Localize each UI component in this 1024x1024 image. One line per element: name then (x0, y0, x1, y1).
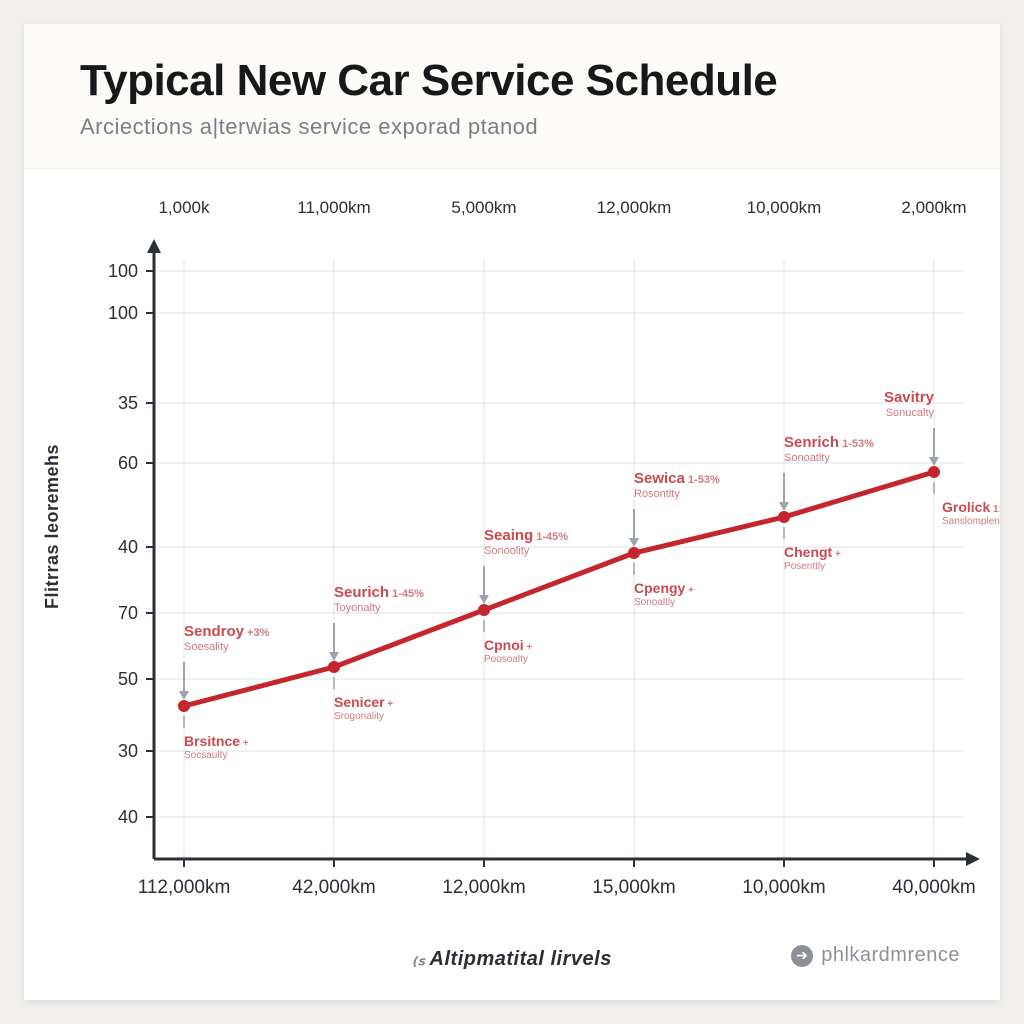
svg-text:30: 30 (118, 741, 138, 761)
footer-brand: ➔ phlkardmrence (791, 944, 960, 967)
svg-text:Senrich 1-53%: Senrich 1-53% (784, 434, 874, 451)
chart-area: Flitrras leoremehs 100100356040705030401… (24, 169, 1000, 989)
svg-text:Savitry: Savitry (884, 389, 935, 406)
svg-text:Cpengy +: Cpengy + (634, 580, 694, 596)
svg-text:Posenttly: Posenttly (784, 561, 825, 572)
page-subtitle: Arciections a|terwias service exporad pt… (80, 114, 944, 140)
svg-text:35: 35 (118, 393, 138, 413)
svg-text:Brsitnce +: Brsitnce + (184, 733, 249, 749)
svg-text:Seurich 1-45%: Seurich 1-45% (334, 584, 424, 601)
svg-text:Sendroy +3%: Sendroy +3% (184, 623, 270, 640)
svg-text:Cpnoi +: Cpnoi + (484, 637, 532, 653)
svg-text:Rosontlty: Rosontlty (634, 488, 680, 500)
card: Typical New Car Service Schedule Arciect… (24, 24, 1000, 1000)
svg-text:12,000km: 12,000km (442, 877, 525, 898)
svg-text:5,000km: 5,000km (451, 198, 516, 217)
svg-text:1,000k: 1,000k (158, 198, 210, 217)
svg-text:10,000km: 10,000km (742, 877, 825, 898)
svg-text:50: 50 (118, 669, 138, 689)
svg-text:Sonoolity: Sonoolity (484, 545, 530, 557)
svg-text:42,000km: 42,000km (292, 877, 375, 898)
svg-text:40,000km: 40,000km (892, 877, 975, 898)
svg-text:Sonoatlty: Sonoatlty (784, 452, 830, 464)
svg-text:Seaing 1-45%: Seaing 1-45% (484, 527, 568, 544)
svg-text:Grolick 1:35%: Grolick 1:35% (942, 499, 1000, 515)
svg-text:40: 40 (118, 807, 138, 827)
svg-text:11,000km: 11,000km (297, 198, 370, 217)
svg-text:112,000km: 112,000km (138, 877, 231, 898)
svg-text:Poosoalty: Poosoalty (484, 654, 528, 665)
svg-text:60: 60 (118, 453, 138, 473)
arrow-icon: ➔ (791, 945, 813, 967)
line-chart: 100 100 35 60 40 70 50 30 40 112,000km 42,000km 12,… (24, 169, 1000, 989)
svg-text:40: 40 (118, 537, 138, 557)
svg-text:Sewica 1-53%: Sewica 1-53% (634, 470, 720, 487)
header: Typical New Car Service Schedule Arciect… (24, 24, 1000, 169)
y-axis-title: Flitrras leoremehs (42, 444, 63, 609)
svg-text:Socsaulty: Socsaulty (184, 750, 227, 761)
svg-text:70: 70 (118, 603, 138, 623)
svg-text:Srogonality: Srogonality (334, 711, 384, 722)
svg-text:10,000km: 10,000km (747, 198, 822, 217)
svg-text:Senicer +: Senicer + (334, 694, 393, 710)
svg-text:Sonoaltly: Sonoaltly (634, 597, 675, 608)
svg-text:Sanslomplen: Sanslomplen (942, 516, 1000, 527)
svg-text:Sonucalty: Sonucalty (886, 407, 935, 419)
page-title: Typical New Car Service Schedule (80, 56, 944, 106)
svg-text:Soesality: Soesality (184, 641, 229, 653)
svg-text:100: 100 (108, 261, 138, 281)
svg-text:Toyonalty: Toyonalty (334, 602, 381, 614)
brand-text: phlkardmrence (821, 944, 960, 967)
svg-text:15,000km: 15,000km (592, 877, 675, 898)
svg-text:2,000km: 2,000km (901, 198, 966, 217)
svg-text:100: 100 (108, 303, 138, 323)
svg-text:12,000km: 12,000km (597, 198, 672, 217)
